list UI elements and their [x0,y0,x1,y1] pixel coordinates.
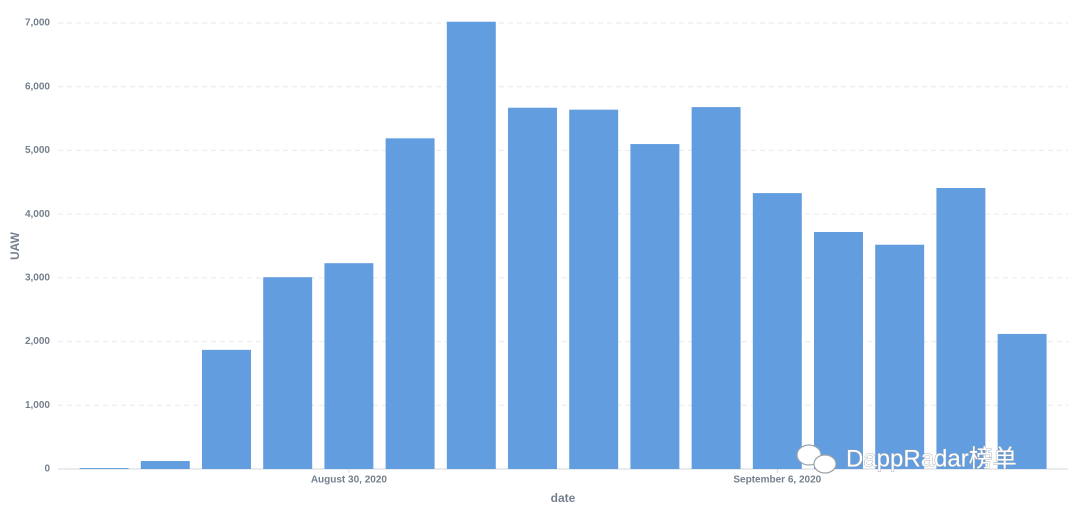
bar [385,138,435,469]
y-tick-label: 5,000 [25,145,50,156]
y-axis-label: UAW [8,231,22,260]
bar [263,277,313,469]
bar [752,193,802,470]
bar [936,188,986,469]
x-tick-label: August 30, 2020 [311,475,388,486]
y-tick-label: 3,000 [25,272,50,283]
bar [508,107,557,470]
bar [875,244,925,469]
y-tick-label: 1,000 [25,400,50,411]
bar [446,21,496,470]
watermark: DappRadar榜单 [846,445,1017,472]
x-tick-label: September 6, 2020 [733,475,821,486]
bar [324,263,374,469]
bar [997,333,1047,469]
y-tick-label: 2,000 [25,336,50,347]
bar [691,107,741,470]
bar [630,144,680,470]
watermark-icon [796,444,837,474]
y-tick-label: 6,000 [25,81,50,92]
bar [569,109,619,469]
x-axis-label: date [551,491,576,505]
bar [140,461,190,469]
bar [79,468,129,469]
y-tick-label: 4,000 [25,209,50,220]
bar [814,231,863,469]
bar [202,349,251,469]
y-tick-label: 0 [44,464,50,475]
y-tick-label: 7,000 [25,18,50,29]
